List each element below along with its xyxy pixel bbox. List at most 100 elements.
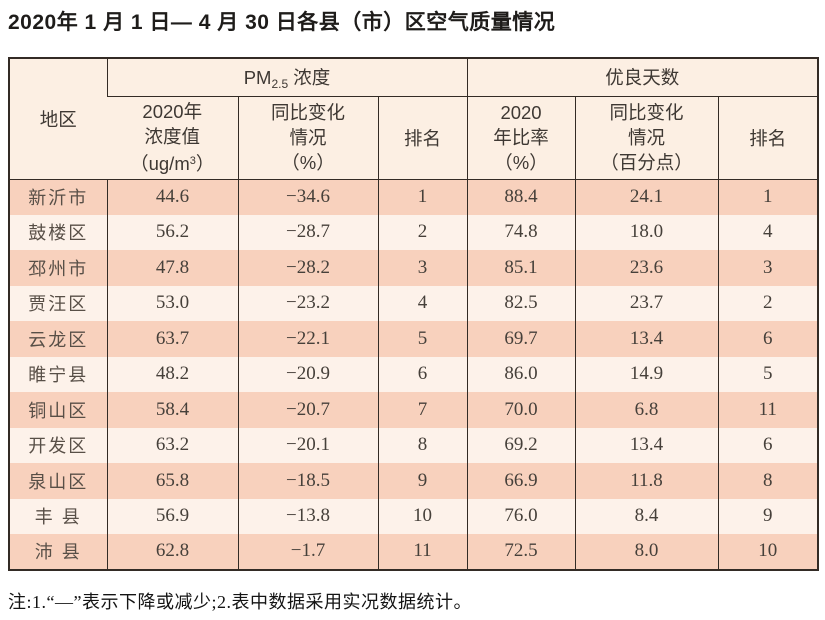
cell-pm25_change: −23.2	[237, 285, 378, 321]
cell-pm25_change: −20.7	[237, 392, 378, 428]
cell-pm25_change: −22.1	[237, 321, 378, 357]
cell-good_change: 13.4	[574, 427, 719, 463]
pm25-unit-prefix: （ug/m	[130, 153, 190, 174]
cell-good_rate: 69.7	[466, 321, 576, 357]
cell-good_rate: 85.1	[466, 250, 576, 286]
cell-pm25_value: 48.2	[106, 356, 238, 392]
cell-pm25_value: 56.2	[106, 214, 238, 250]
table-row: 新沂市 44.6 −34.6 1 88.4 24.1 1	[9, 179, 819, 215]
cell-pm25_change: −20.1	[237, 427, 378, 463]
cell-good_rank: 4	[717, 214, 819, 250]
cell-good_rate: 69.2	[466, 427, 576, 463]
header-pm25-group: PM2.5 浓度	[106, 58, 468, 97]
header-good-days-group: 优良天数	[466, 58, 819, 97]
cell-region: 开发区	[9, 427, 107, 463]
cell-pm25_rank: 6	[377, 356, 468, 392]
cell-region: 邳州市	[9, 250, 107, 286]
pm25-unit-superscript: 3	[189, 155, 196, 167]
cell-pm25_change: −1.7	[237, 534, 378, 570]
cell-good_change: 14.9	[574, 356, 719, 392]
table-row: 邳州市 47.8 −28.2 3 85.1 23.6 3	[9, 250, 819, 286]
pm25-label-suffix: 浓度	[288, 66, 331, 88]
cell-pm25_change: −20.9	[237, 356, 378, 392]
cell-good_rank: 2	[717, 285, 819, 321]
header-group-row: 地区 PM2.5 浓度 优良天数	[9, 58, 819, 180]
table-row: 铜山区 58.4 −20.7 7 70.0 6.8 11	[9, 392, 819, 428]
cell-good_rank: 8	[717, 463, 819, 499]
cell-pm25_value: 53.0	[106, 285, 238, 321]
cell-pm25_rank: 1	[377, 179, 468, 215]
table-row: 泉山区 65.8 −18.5 9 66.9 11.8 8	[9, 463, 819, 499]
table-row: 贾汪区 53.0 −23.2 4 82.5 23.7 2	[9, 285, 819, 321]
pm25-label-subscript: 2.5	[271, 76, 289, 91]
table-header: 地区 PM2.5 浓度 优良天数 2020年 浓度值 （ug/m3） 同比变化 情况…	[9, 58, 819, 180]
cell-pm25_change: −18.5	[237, 463, 378, 499]
header-pm25-rank: 排名	[377, 96, 468, 180]
cell-good_rank: 6	[717, 321, 819, 357]
cell-good_rate: 74.8	[466, 214, 576, 250]
table-row: 丰 县 56.9 −13.8 10 76.0 8.4 9	[9, 498, 819, 534]
header-good-rank: 排名	[717, 96, 819, 180]
cell-pm25_rank: 9	[377, 463, 468, 499]
cell-good_change: 23.6	[574, 250, 719, 286]
cell-good_rate: 86.0	[466, 356, 576, 392]
cell-good_rate: 66.9	[466, 463, 576, 499]
header-sub-row: 2020年 浓度值 （ug/m3） 同比变化 情况 （%） 排名 2020 年比率 …	[9, 96, 819, 180]
pm25-label-prefix: PM	[243, 66, 272, 88]
cell-pm25_change: −13.8	[237, 498, 378, 534]
header-pm25-value: 2020年 浓度值 （ug/m3）	[107, 96, 238, 180]
cell-good_rank: 5	[717, 356, 819, 392]
cell-pm25_change: −28.2	[237, 250, 378, 286]
table-row: 开发区 63.2 −20.1 8 69.2 13.4 6	[9, 427, 819, 463]
cell-pm25_value: 44.6	[106, 179, 238, 215]
cell-good_rank: 11	[717, 392, 819, 428]
cell-region: 泉山区	[9, 463, 107, 499]
cell-good_change: 24.1	[574, 179, 719, 215]
cell-region: 贾汪区	[9, 285, 107, 321]
table-row: 鼓楼区 56.2 −28.7 2 74.8 18.0 4	[9, 214, 819, 250]
cell-pm25_value: 63.2	[106, 427, 238, 463]
cell-pm25_rank: 5	[377, 321, 468, 357]
cell-good_rank: 1	[717, 179, 819, 215]
cell-pm25_rank: 8	[377, 427, 468, 463]
cell-pm25_rank: 4	[377, 285, 468, 321]
cell-region: 新沂市	[9, 179, 107, 215]
air-quality-table: 地区 PM2.5 浓度 优良天数 2020年 浓度值 （ug/m3） 同比变化 情况…	[8, 57, 820, 571]
cell-pm25_value: 63.7	[106, 321, 238, 357]
table-row: 云龙区 63.7 −22.1 5 69.7 13.4 6	[9, 321, 819, 357]
cell-region: 云龙区	[9, 321, 107, 357]
cell-good_change: 18.0	[574, 214, 719, 250]
table-row: 沛 县 62.8 −1.7 11 72.5 8.0 10	[9, 534, 819, 570]
cell-good_rank: 6	[717, 427, 819, 463]
cell-good_rate: 72.5	[466, 534, 576, 570]
cell-good_rank: 3	[717, 250, 819, 286]
cell-good_rank: 9	[717, 498, 819, 534]
header-pm25-change: 同比变化 情况 （%）	[237, 96, 378, 180]
cell-good_rate: 88.4	[466, 179, 576, 215]
cell-good_change: 23.7	[574, 285, 719, 321]
cell-pm25_value: 56.9	[106, 498, 238, 534]
page-title: 2020年 1 月 1 日— 4 月 30 日各县（市）区空气质量情况	[8, 11, 556, 34]
header-good-rate: 2020 年比率 （%）	[466, 96, 576, 180]
pm25-value-line1: 2020年	[142, 101, 203, 122]
cell-pm25_value: 58.4	[106, 392, 238, 428]
cell-pm25_value: 62.8	[106, 534, 238, 570]
cell-pm25_rank: 3	[377, 250, 468, 286]
cell-good_change: 6.8	[574, 392, 719, 428]
cell-pm25_rank: 7	[377, 392, 468, 428]
cell-pm25_value: 47.8	[106, 250, 238, 286]
cell-region: 沛 县	[9, 534, 107, 570]
footnote: 注:1.“—”表示下降或减少;2.表中数据采用实况数据统计。	[8, 592, 472, 612]
cell-pm25_change: −34.6	[237, 179, 378, 215]
cell-good_rate: 76.0	[466, 498, 576, 534]
cell-pm25_change: −28.7	[237, 214, 378, 250]
cell-good_change: 8.0	[574, 534, 719, 570]
cell-pm25_rank: 10	[377, 498, 468, 534]
cell-region: 鼓楼区	[9, 214, 107, 250]
cell-good_rate: 82.5	[466, 285, 576, 321]
table-row: 睢宁县 48.2 −20.9 6 86.0 14.9 5	[9, 356, 819, 392]
pm25-value-unit: （ug/m3）	[107, 149, 238, 176]
cell-region: 铜山区	[9, 392, 107, 428]
cell-region: 睢宁县	[9, 356, 107, 392]
